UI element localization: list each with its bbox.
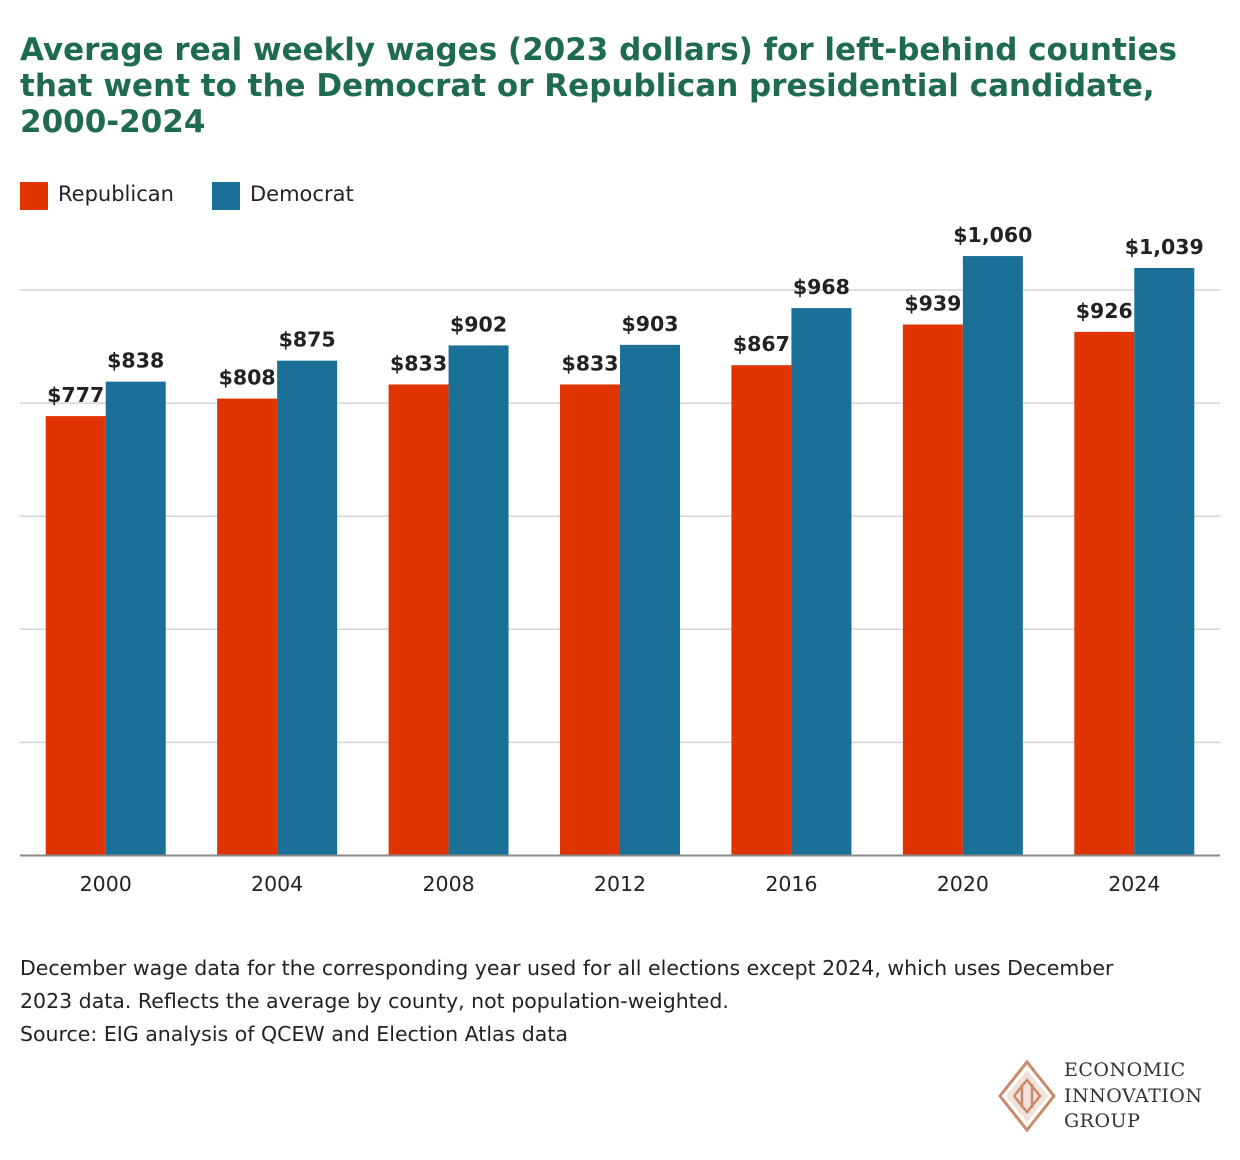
bar-republican-2016 xyxy=(731,365,792,856)
logo-text-line-1: ECONOMIC xyxy=(1064,1059,1186,1081)
data-label-republican-2004: $808 xyxy=(219,366,276,390)
bar-democrat-2024 xyxy=(1134,267,1195,856)
bar-republican-2000 xyxy=(45,416,106,856)
bar-republican-2012 xyxy=(560,384,620,856)
x-tick-label-2012: 2012 xyxy=(594,872,646,896)
logo-text-line-3: GROUP xyxy=(1064,1110,1141,1132)
data-label-republican-2020: $939 xyxy=(904,291,961,315)
bar-democrat-2016 xyxy=(791,308,852,856)
x-tick-labels: 2000 2004 2008 2012 2016 2020 2024 xyxy=(80,872,1161,896)
legend-swatch-democrat xyxy=(212,182,240,210)
data-label-democrat-2024: $1,039 xyxy=(1125,235,1204,259)
chart-notes: December wage data for the corresponding… xyxy=(20,952,1220,1051)
logo-text-line-2: INNOVATION xyxy=(1064,1084,1203,1107)
bars xyxy=(45,256,1195,856)
bar-democrat-2012 xyxy=(620,344,680,856)
data-label-democrat-2012: $903 xyxy=(621,312,678,336)
legend-label-democrat: Democrat xyxy=(250,182,354,206)
chart-title: Average real weekly wages (2023 dollars)… xyxy=(20,32,1177,140)
data-label-republican-2012: $833 xyxy=(561,351,618,375)
bar-republican-2020 xyxy=(902,324,963,856)
x-tick-label-2020: 2020 xyxy=(937,872,989,896)
note-line-2: 2023 data. Reflects the average by count… xyxy=(20,989,729,1013)
bar-republican-2004 xyxy=(217,398,278,856)
bar-democrat-2004 xyxy=(277,360,338,856)
legend-label-republican: Republican xyxy=(58,182,174,206)
data-label-republican-2024: $926 xyxy=(1076,299,1133,323)
data-label-democrat-2004: $875 xyxy=(279,328,336,352)
legend-swatch-republican xyxy=(20,182,48,210)
eig-logo: ECONOMIC INNOVATION GROUP xyxy=(998,1058,1228,1138)
x-tick-label-2008: 2008 xyxy=(422,872,474,896)
data-labels: $777$838$808$875$833$902$833$903$867$968… xyxy=(47,223,1204,407)
bar-chart: $777$838$808$875$833$902$833$903$867$968… xyxy=(20,223,1220,896)
source-note: Source: EIG analysis of QCEW and Electio… xyxy=(20,1022,568,1046)
bar-democrat-2020 xyxy=(962,256,1023,856)
data-label-democrat-2016: $968 xyxy=(793,275,850,299)
bar-republican-2024 xyxy=(1074,331,1135,856)
bar-republican-2008 xyxy=(388,384,449,856)
data-label-democrat-2000: $838 xyxy=(107,349,164,373)
x-tick-label-2000: 2000 xyxy=(80,872,132,896)
data-label-republican-2016: $867 xyxy=(733,332,790,356)
data-label-republican-2008: $833 xyxy=(390,351,447,375)
eig-logo-icon xyxy=(998,1060,1056,1132)
x-tick-label-2024: 2024 xyxy=(1108,872,1160,896)
x-tick-label-2004: 2004 xyxy=(251,872,303,896)
data-label-democrat-2020: $1,060 xyxy=(953,223,1032,247)
bar-democrat-2008 xyxy=(448,345,509,856)
x-tick-label-2016: 2016 xyxy=(765,872,817,896)
note-line-1: December wage data for the corresponding… xyxy=(20,956,1114,980)
bar-democrat-2000 xyxy=(105,381,166,856)
data-label-democrat-2008: $902 xyxy=(450,312,507,336)
data-label-republican-2000: $777 xyxy=(47,383,104,407)
